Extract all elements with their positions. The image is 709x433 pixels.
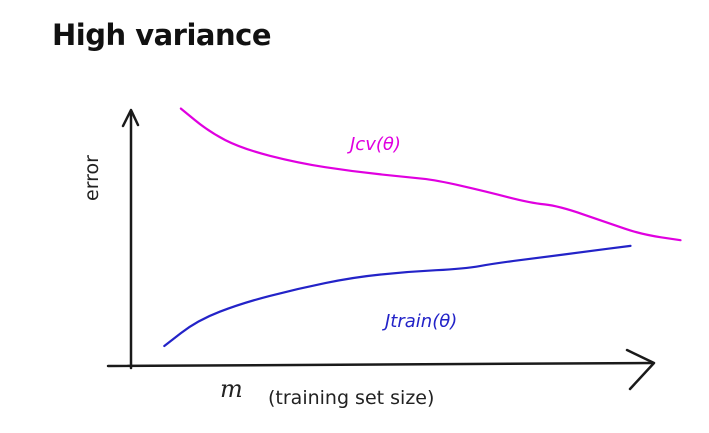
x-axis-variable: m: [220, 375, 243, 403]
y-axis-arrowhead: [121, 108, 140, 128]
series-label-jcv: Jcv(θ): [347, 134, 401, 155]
slide-title: High variance: [52, 18, 272, 52]
series-label-jtrain: Jtrain(θ): [382, 311, 457, 332]
x-axis-label: (training set size): [268, 387, 434, 409]
series-line-jcv: [179, 107, 682, 242]
x-axis-arrowhead: [625, 348, 656, 391]
y-axis-label: error: [81, 155, 103, 201]
x-axis: [106, 361, 654, 368]
series-line-jtrain: [163, 244, 632, 348]
